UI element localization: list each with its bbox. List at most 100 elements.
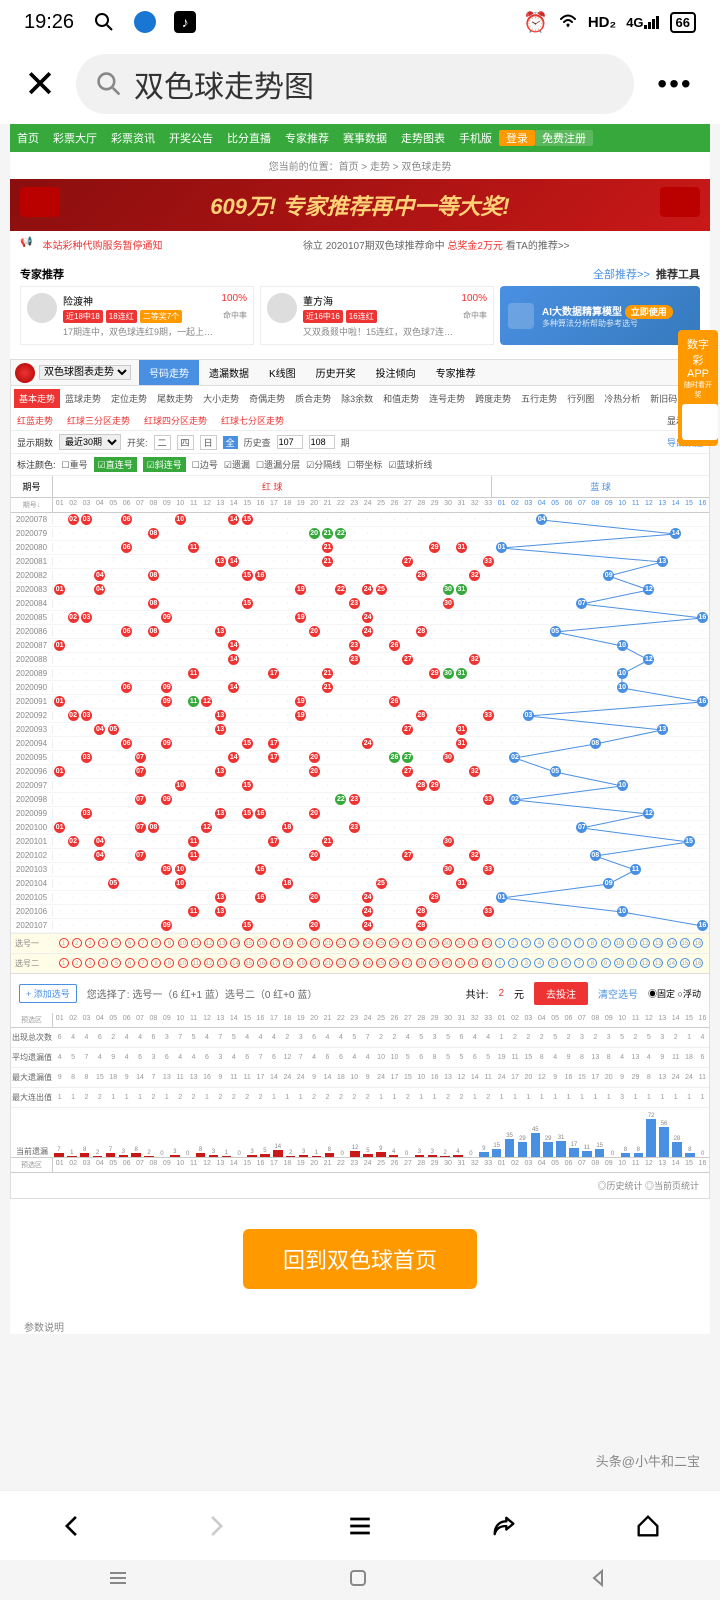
trend-row: 202009101·······09·1112······19······26·… — [11, 695, 709, 709]
tab[interactable]: 历史开奖 — [306, 360, 366, 385]
nav-item[interactable]: 彩票大厅 — [46, 130, 104, 146]
menu-icon[interactable] — [340, 1506, 380, 1546]
nav-item[interactable]: 开奖公告 — [162, 130, 220, 146]
tab[interactable]: K线图 — [259, 360, 306, 385]
browser-nav — [0, 1490, 720, 1560]
nav-item[interactable]: 彩票资讯 — [104, 130, 162, 146]
footer-credit: 头条@小牛和二宝 — [596, 1451, 700, 1470]
tab[interactable]: 遗漏数据 — [199, 360, 259, 385]
subtab[interactable]: 尾数走势 — [152, 389, 198, 408]
back-icon[interactable] — [52, 1506, 92, 1546]
nav-item[interactable]: 比分直播 — [220, 130, 278, 146]
period-select[interactable]: 最近30期 — [59, 434, 121, 450]
trend-row: 2020097·········10····15············2829… — [11, 779, 709, 793]
trend-row: 2020099··03·········13·1516···20········… — [11, 807, 709, 821]
all-btn[interactable]: 全 — [223, 436, 238, 449]
browser-bar: ✕ 双色球走势图 ••• — [0, 44, 720, 124]
subtab[interactable]: 蓝球走势 — [60, 389, 106, 408]
notice-2[interactable]: 徐立 2020107期双色球推荐命中 总奖金2万元 看TA的推荐>> — [172, 237, 700, 252]
trend-row: 2020081············1314······21·····27··… — [11, 555, 709, 569]
avatar — [267, 293, 297, 323]
nav-item[interactable]: 走势图表 — [394, 130, 452, 146]
trend-row: 2020102···04··07···11········20······27·… — [11, 849, 709, 863]
forward-icon[interactable] — [196, 1506, 236, 1546]
share-icon[interactable] — [484, 1506, 524, 1546]
subtab[interactable]: 行列图 — [562, 389, 599, 408]
side-ad[interactable]: 数字彩APP 随时看开奖 — [678, 330, 718, 446]
subtab[interactable]: 奇偶走势 — [244, 389, 290, 408]
sys-menu[interactable] — [108, 1568, 132, 1592]
trend-row: 2020084·······08······15·······23······3… — [11, 597, 709, 611]
subtab[interactable]: 除3余数 — [336, 389, 378, 408]
register-button[interactable]: 免费注册 — [535, 130, 593, 146]
trend-row: 2020101·02·04······11·····17···21·······… — [11, 835, 709, 849]
notice-bar: 📢 本站彩种代购服务暂停通知 徐立 2020107期双色球推荐命中 总奖金2万元… — [10, 231, 710, 258]
app-icon-2: ♪ — [174, 11, 196, 33]
home-icon[interactable] — [628, 1506, 668, 1546]
expert-tools-link[interactable]: 推荐工具 — [656, 269, 700, 281]
trend-row: 2020086·····06·08····13······20···24···2… — [11, 625, 709, 639]
more-button[interactable]: ••• — [650, 68, 700, 100]
expert-card[interactable]: 董方海100%近16中1616连红命中率又双叒叕中啦！15连红，双色球7连… — [260, 286, 494, 345]
selection-row-2[interactable]: 选号二1234567891011121314151617181920212223… — [11, 953, 709, 973]
stat-footer: ◎历史统计 ◎当前页统计 — [11, 1173, 709, 1198]
subtab[interactable]: 连号走势 — [424, 389, 470, 408]
trend-row: 202010001·····0708···12·····18····23····… — [11, 821, 709, 835]
expert-section: 专家推荐 全部推荐>> 推荐工具 险渡神100%近18中1818连红二等奖7个命… — [10, 258, 710, 349]
subtab[interactable]: 冷热分析 — [599, 389, 645, 408]
place-bet-button[interactable]: 去投注 — [534, 982, 588, 1005]
day-btn[interactable]: 二 — [154, 435, 171, 450]
chk-diagonal[interactable]: ☑斜连号 — [143, 457, 186, 472]
tab[interactable]: 号码走势 — [139, 360, 199, 385]
login-button[interactable]: 登录 — [499, 130, 535, 146]
nav-item[interactable]: 专家推荐 — [278, 130, 336, 146]
subtab2[interactable]: 红球三分区走势 — [67, 414, 130, 427]
promo-banner[interactable]: 609万! 专家推荐再中一等大奖! — [10, 179, 710, 231]
nav-item[interactable]: 手机版 — [452, 130, 499, 146]
ai-card[interactable]: AI大数据精算模型 立即使用多种算法分析帮助参考选号 — [500, 286, 700, 345]
nav-item[interactable]: 首页 — [10, 130, 46, 146]
close-button[interactable]: ✕ — [20, 62, 60, 107]
trend-row: 2020093···0405·······13·············27··… — [11, 723, 709, 737]
subtab[interactable]: 大小走势 — [198, 389, 244, 408]
nav-item[interactable]: 赛事数据 — [336, 130, 394, 146]
notice-1[interactable]: 本站彩种代购服务暂停通知 — [42, 237, 162, 252]
trend-row: 2020088·············14········23···27···… — [11, 653, 709, 667]
miss-bars: 当前遗漏 71827382030831035142318012594033240… — [11, 1108, 709, 1158]
expert-card[interactable]: 险渡神100%近18中1818连红二等奖7个命中率17期连中，双色球连红9期，一… — [20, 286, 254, 345]
cube-icon — [508, 303, 534, 329]
qr-code — [682, 404, 718, 440]
tab[interactable]: 专家推荐 — [426, 360, 486, 385]
day-btn[interactable]: 日 — [200, 435, 217, 450]
chk-straight[interactable]: ☑直连号 — [94, 457, 137, 472]
subtab[interactable]: 跨度走势 — [470, 389, 516, 408]
subtab[interactable]: 定位走势 — [106, 389, 152, 408]
trend-row: 2020105············13··16···20···24····2… — [11, 891, 709, 905]
bet-row: + 添加选号 您选择了: 选号一（6 红+1 蓝）选号二（0 红+0 蓝） 共计… — [11, 973, 709, 1013]
search-icon — [96, 71, 122, 97]
sys-home[interactable] — [348, 1568, 372, 1592]
subtab2[interactable]: 红球四分区走势 — [144, 414, 207, 427]
hist-from[interactable] — [277, 435, 303, 449]
add-selection-button[interactable]: + 添加选号 — [19, 984, 77, 1003]
day-btn[interactable]: 四 — [177, 435, 194, 450]
chart-selector[interactable]: 双色球图表走势 — [39, 365, 131, 380]
expert-more-link[interactable]: 全部推荐>> — [593, 269, 650, 281]
selection-row-1[interactable]: 选号一1234567891011121314151617181920212223… — [11, 933, 709, 953]
back-home-button[interactable]: 回到双色球首页 — [243, 1229, 477, 1289]
subtab2[interactable]: 红蓝走势 — [17, 414, 53, 427]
subtab[interactable]: 基本走势 — [14, 389, 60, 408]
subtab[interactable]: 和值走势 — [378, 389, 424, 408]
clear-bet-button[interactable]: 清空选号 — [598, 986, 638, 1001]
trend-panel: 双色球图表走势 号码走势遗漏数据K线图历史开奖投注倾向专家推荐 基本走势蓝球走势… — [10, 359, 710, 1199]
trend-row: 2020092·0203·········13·····19········28… — [11, 709, 709, 723]
search-pill[interactable]: 双色球走势图 — [76, 54, 634, 114]
subtab[interactable]: 新旧码 — [645, 389, 682, 408]
trend-row: 2020095··03···07······14··17··20·····262… — [11, 751, 709, 765]
hist-to[interactable] — [309, 435, 335, 449]
subtab[interactable]: 五行走势 — [516, 389, 562, 408]
subtab[interactable]: 质合走势 — [290, 389, 336, 408]
tab[interactable]: 投注倾向 — [366, 360, 426, 385]
sys-back[interactable] — [588, 1568, 612, 1592]
subtab2[interactable]: 红球七分区走势 — [221, 414, 284, 427]
